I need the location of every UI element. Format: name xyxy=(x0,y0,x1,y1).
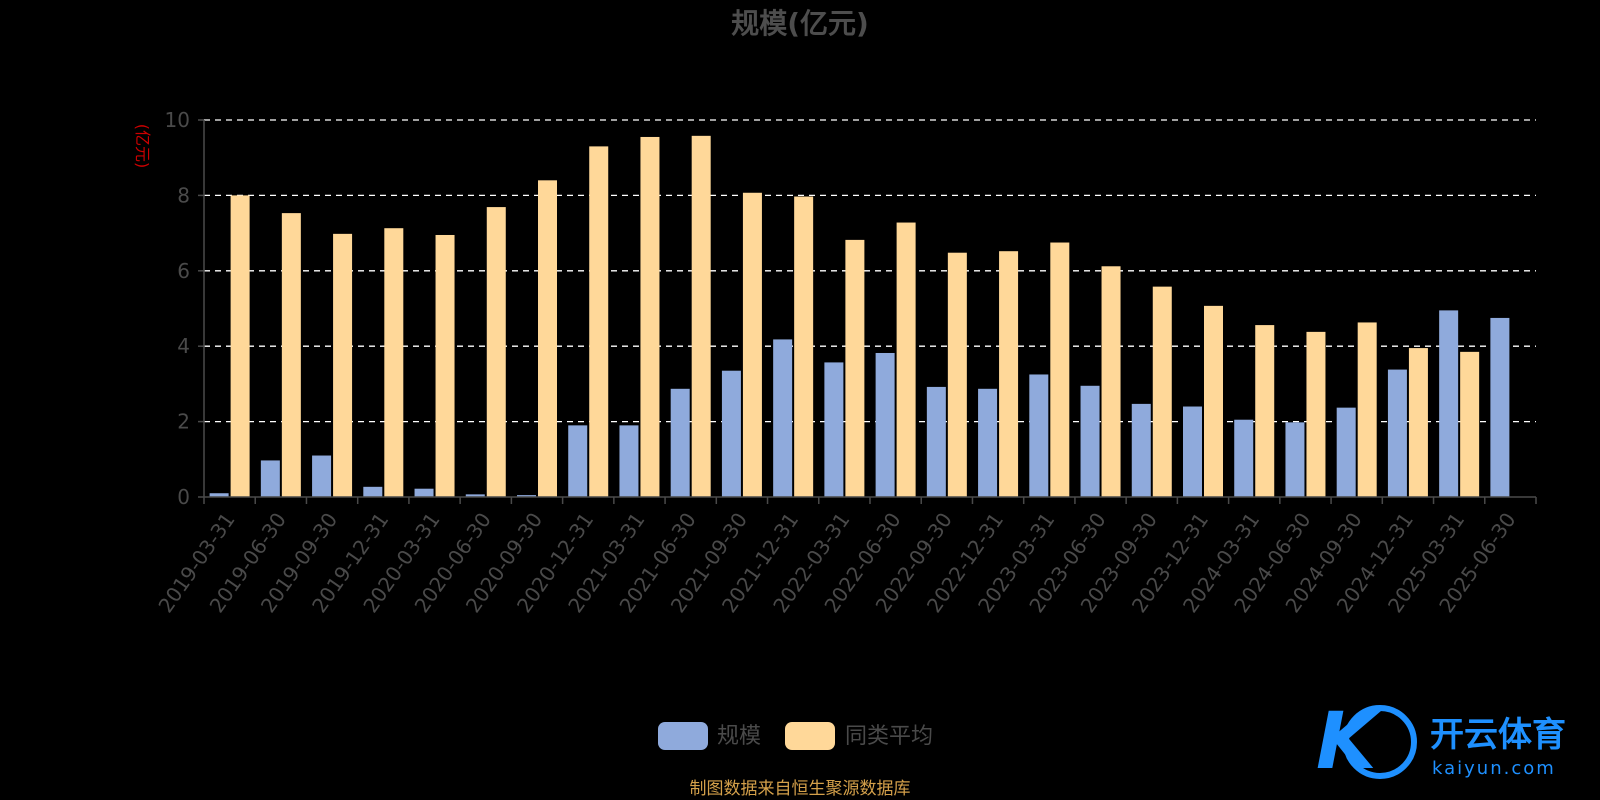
bar-peer-average-2023-09-30 xyxy=(1152,286,1172,497)
bar-scale-2022-06-30 xyxy=(875,352,895,497)
legend-swatch-peer-average xyxy=(785,722,835,750)
bar-scale-2019-12-31 xyxy=(363,486,383,497)
bar-peer-average-2025-03-31 xyxy=(1460,351,1480,497)
bar-peer-average-2020-09-30 xyxy=(538,180,557,497)
bar-scale-2024-03-31 xyxy=(1234,419,1254,497)
bar-scale-2021-06-30 xyxy=(670,388,690,497)
bar-scale-2020-03-31 xyxy=(414,488,434,497)
bar-scale-2019-06-30 xyxy=(260,460,280,497)
bar-scale-2022-03-31 xyxy=(824,362,844,497)
bar-peer-average-2021-06-30 xyxy=(691,135,711,498)
bar-scale-2023-12-31 xyxy=(1183,406,1202,497)
bar-scale-2021-09-30 xyxy=(721,370,741,497)
bar-peer-average-2020-06-30 xyxy=(486,207,506,497)
watermark-ball-icon xyxy=(1343,705,1417,779)
legend-label-scale: 规模 xyxy=(717,724,761,749)
bar-scale-2023-03-31 xyxy=(1029,374,1049,497)
bar-scale-2023-09-30 xyxy=(1131,403,1151,497)
bar-peer-average-2023-12-31 xyxy=(1204,305,1223,497)
bar-peer-average-2023-06-30 xyxy=(1101,266,1121,497)
source-note: 制图数据来自恒生聚源数据库 xyxy=(690,779,911,799)
y-axis-unit-label: (亿元) xyxy=(133,124,152,169)
y-tick-label-2: 2 xyxy=(177,410,190,434)
bar-peer-average-2019-03-31 xyxy=(230,195,250,497)
bar-scale-2023-06-30 xyxy=(1080,385,1100,497)
bar-scale-2024-06-30 xyxy=(1285,422,1305,497)
bar-scale-2021-12-31 xyxy=(773,339,793,497)
bar-peer-average-2020-03-31 xyxy=(435,234,455,498)
bar-peer-average-2022-03-31 xyxy=(845,239,865,498)
axes xyxy=(203,120,1536,498)
gridlines xyxy=(204,119,1536,423)
bar-scale-2021-03-31 xyxy=(619,425,639,497)
bar-scale-2020-12-31 xyxy=(568,425,588,497)
bars xyxy=(209,135,1510,498)
bar-peer-average-2019-09-30 xyxy=(333,233,353,497)
bar-peer-average-2020-12-31 xyxy=(589,146,609,497)
bar-scale-2020-09-30 xyxy=(517,495,536,497)
bar-peer-average-2021-03-31 xyxy=(640,136,660,497)
bar-peer-average-2021-09-30 xyxy=(742,192,762,498)
bar-scale-2022-09-30 xyxy=(926,386,946,497)
bar-peer-average-2024-06-30 xyxy=(1306,331,1326,497)
bar-peer-average-2019-06-30 xyxy=(281,213,301,497)
bar-peer-average-2022-09-30 xyxy=(947,252,967,497)
bar-peer-average-2024-09-30 xyxy=(1357,322,1377,497)
legend-swatch-scale xyxy=(658,722,708,750)
bar-scale-2020-06-30 xyxy=(465,494,485,497)
bar-peer-average-2022-12-31 xyxy=(999,251,1019,497)
bar-scale-2022-12-31 xyxy=(978,388,998,497)
bar-scale-2019-03-31 xyxy=(209,493,229,497)
bar-scale-2019-09-30 xyxy=(312,455,332,497)
legend-item-peer-average[interactable]: 同类平均 xyxy=(785,722,933,750)
y-axis-ticks: 0 2 4 6 8 10 xyxy=(165,108,204,509)
legend-label-peer-average: 同类平均 xyxy=(845,724,933,749)
y-tick-label-0: 0 xyxy=(177,485,190,509)
bar-peer-average-2021-12-31 xyxy=(794,196,814,497)
watermark-domain: kaiyun.com xyxy=(1432,758,1556,779)
y-tick-label-4: 4 xyxy=(177,334,190,358)
watermark-brand: 开云体育 xyxy=(1430,715,1566,755)
chart-title: 规模(亿元) xyxy=(731,7,869,40)
bar-scale-2024-12-31 xyxy=(1387,369,1407,497)
bar-peer-average-2023-03-31 xyxy=(1050,242,1070,497)
legend[interactable]: 规模 同类平均 xyxy=(658,722,933,750)
y-tick-label-6: 6 xyxy=(177,259,190,283)
bar-peer-average-2022-06-30 xyxy=(896,222,916,497)
bar-scale-2024-09-30 xyxy=(1336,407,1356,497)
watermark-logo: K 开云体育 kaiyun.com xyxy=(1316,697,1566,787)
y-tick-label-8: 8 xyxy=(177,183,190,207)
bar-peer-average-2019-12-31 xyxy=(384,228,404,497)
bar-scale-2025-03-31 xyxy=(1439,310,1459,497)
bar-peer-average-2024-03-31 xyxy=(1255,325,1275,497)
bar-scale-2025-06-30 xyxy=(1490,317,1510,497)
bar-peer-average-2024-12-31 xyxy=(1408,348,1428,497)
legend-item-scale[interactable]: 规模 xyxy=(658,722,761,750)
x-axis-ticks: 2019-03-312019-06-302019-09-302019-12-31… xyxy=(153,497,1537,617)
watermark-mark: K xyxy=(1316,697,1382,787)
y-tick-label-10: 10 xyxy=(165,108,190,132)
